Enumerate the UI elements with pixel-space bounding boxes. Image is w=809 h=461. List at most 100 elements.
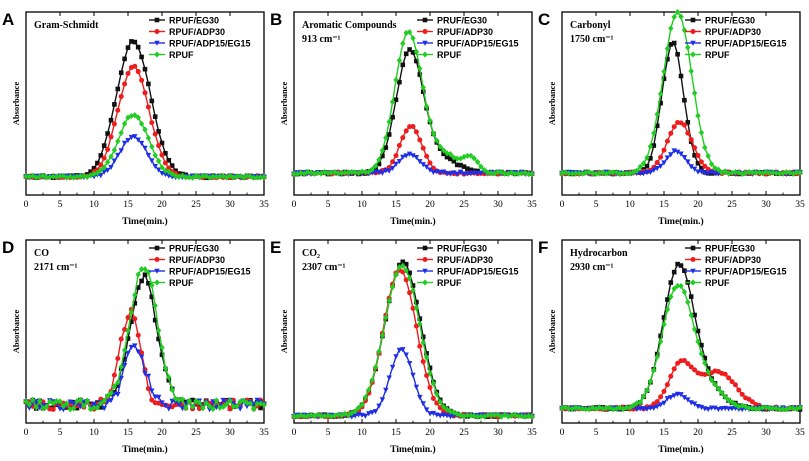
data-point [732,169,739,176]
data-point [698,159,704,165]
data-point [400,259,406,265]
series-line [561,359,801,411]
data-point [389,364,396,371]
legend-entry: RPUF/ADP15/EG15 [417,38,519,48]
data-point [112,102,117,107]
x-tick-label: 10 [89,200,99,210]
data-point [77,173,84,180]
data-point [685,44,691,51]
data-point [787,404,793,412]
legend-marker [154,40,160,46]
legend-label: RPUF/EG30 [705,243,755,253]
data-point [372,162,379,170]
data-point [138,120,145,127]
series-line [561,285,801,411]
data-point [417,320,423,328]
data-point [220,403,226,410]
legend-entry: RPUF/ADP30 [149,27,225,37]
data-point [424,351,429,356]
legend-entry: RPUF/ADP15/EG15 [417,266,519,276]
data-point [129,319,134,324]
data-point [732,401,739,408]
data-point [671,13,677,21]
series-line [293,125,533,175]
data-point [393,76,399,83]
data-point [318,412,324,420]
data-point [766,404,773,412]
legend-entry: RPUF [417,278,462,288]
data-point [176,402,182,408]
data-point [105,131,110,136]
data-point [746,405,752,412]
data-point [125,336,131,341]
data-point [447,171,454,177]
data-point [403,153,409,159]
legend-marker [422,29,428,34]
x-axis-label: Time(min.) [122,444,167,455]
data-point [603,404,609,412]
data-point [132,343,138,349]
data-point [596,404,603,411]
series-pruf-eg30 [291,259,535,419]
legend-entry: RPUF/ADP15/EG15 [149,38,251,48]
data-point [413,323,419,329]
data-point [138,265,145,273]
data-point [162,171,169,178]
data-point [708,376,715,384]
series-rpuf-adp30 [23,306,267,412]
data-point [352,408,358,415]
data-point [108,134,114,140]
data-point [644,387,650,394]
data-point [149,158,155,164]
legend-entry: RPUF [417,50,462,60]
legend-entry: PRUF/EG30 [417,15,487,25]
data-point [600,405,606,412]
data-point [410,372,416,378]
data-point [441,151,446,157]
data-point [668,280,674,285]
data-point [596,169,603,177]
chart-panel-b: 0 5 10 15 20 25 30 35 Time(min.) Absorbance B Aroma… [270,10,537,227]
data-point [206,403,213,410]
data-point [665,297,670,302]
data-point [749,399,755,405]
data-point [152,152,158,159]
data-point [104,167,111,174]
data-point [135,114,141,121]
series-rpuf [23,265,267,413]
series-rpuf [559,8,803,178]
data-point [637,399,643,406]
data-point [451,170,457,176]
data-point [118,375,124,382]
data-point [183,404,189,412]
data-point [372,169,379,176]
legend-entry: PRUF/EG30 [417,243,487,253]
data-point [376,156,382,163]
legend-label: RPUF/ADP15/EG15 [437,266,519,276]
data-point [529,170,535,178]
data-point [481,413,488,420]
data-point [410,153,416,159]
series-line [25,65,265,179]
data-point [138,354,145,360]
data-point [691,401,698,407]
series-rpuf [291,262,535,420]
data-point [156,336,161,342]
data-point [152,317,158,323]
data-point [376,348,382,355]
data-point [115,86,121,92]
x-tick-label: 15 [391,200,401,210]
data-point [698,350,705,357]
x-axis-label: Time(min.) [658,444,703,455]
data-point [776,170,783,177]
data-point [115,152,121,159]
data-point [118,70,124,76]
data-point [342,169,348,176]
data-point [719,406,725,412]
data-point [606,404,613,411]
data-point [515,412,522,420]
x-tick-label: 0 [24,200,29,210]
data-point [417,343,423,349]
data-point [729,169,735,176]
data-point [393,354,399,360]
